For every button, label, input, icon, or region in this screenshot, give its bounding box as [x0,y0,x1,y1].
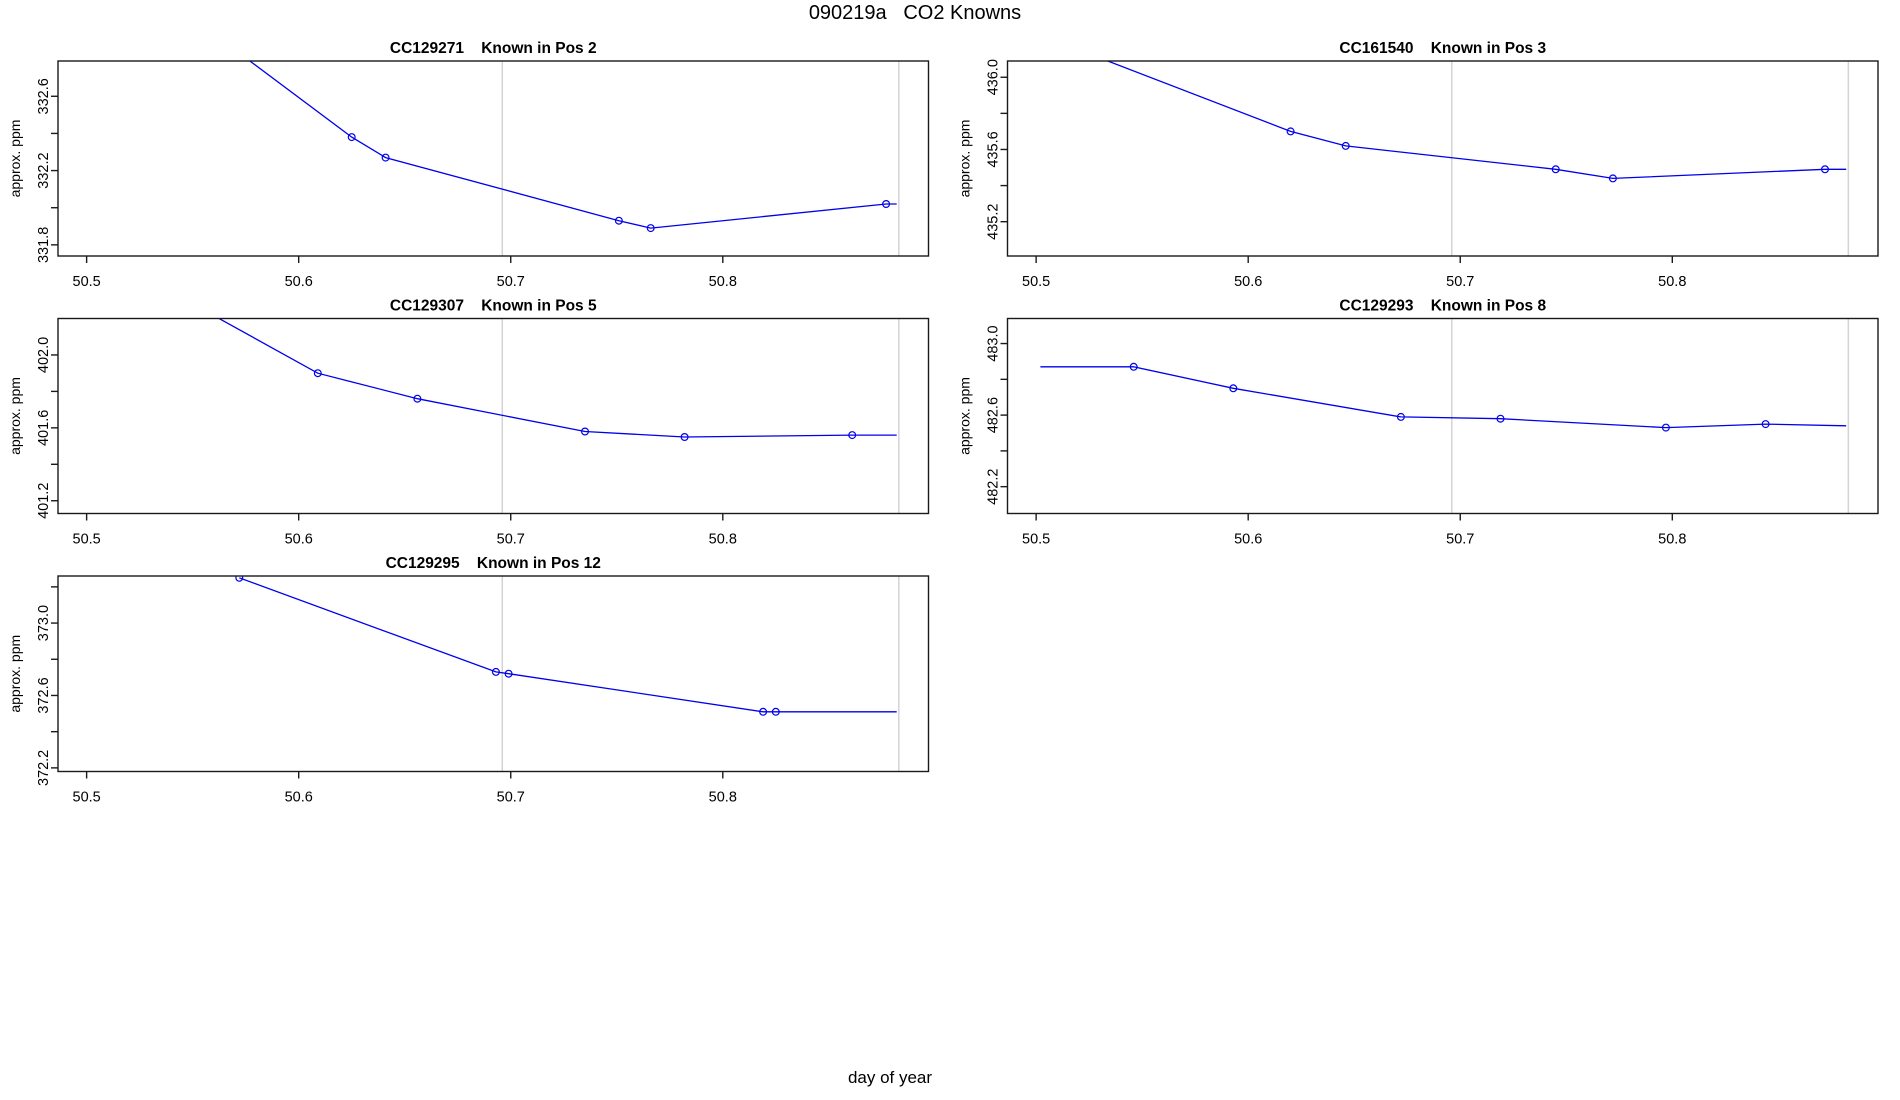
x-tick-label: 50.5 [73,274,101,290]
y-axis-label: approx. ppm [7,377,23,455]
x-tick-label: 50.5 [1022,274,1050,290]
y-tick-label: 435.6 [986,131,1002,167]
x-tick-label: 50.5 [73,532,101,548]
y-tick-label: 401.6 [36,410,52,446]
data-point-marker [347,133,356,142]
y-tick-label: 331.8 [36,227,52,263]
x-tick-label: 50.7 [497,790,525,806]
x-tick-label: 50.5 [73,790,101,806]
plot-box [57,60,930,257]
data-point-marker [848,431,857,440]
plot-title-CC129307: CC129307 Known in Pos 5 [390,298,597,315]
data-point-marker [1129,362,1138,371]
figure-main-title: 090219a CO2 Knowns [808,2,1022,24]
data-point-marker [614,216,623,225]
data-point-marker [1661,423,1670,432]
plot-box [57,575,930,773]
x-tick-label: 50.6 [1234,532,1262,548]
y-tick-label: 483.0 [986,325,1002,361]
data-point-marker [1341,141,1350,150]
data-point-marker [680,433,689,442]
y-tick-label: 482.6 [986,397,1002,433]
data-point-marker [580,427,589,436]
x-tick-label: 50.7 [1446,532,1474,548]
x-tick-label: 50.8 [709,532,737,548]
plot-panel-CC161540: 50.5 50.6 50.7 50.8 435.2 435.6 436.0 approx. p… [957,40,1879,290]
plot-panel-CC129307: 50.5 50.6 50.7 50.8 401.2 401.6 402.0 approx. p… [7,298,930,548]
data-point-marker [1608,174,1617,183]
data-point-marker [413,394,422,403]
plot-title-CC129295: CC129295 Known in Pos 12 [386,555,601,572]
data-point-marker [1229,384,1238,393]
data-point-marker [504,669,513,678]
data-point-marker [1551,165,1560,174]
data-point-marker [1496,414,1505,423]
plot-panel-CC129271: 50.5 50.6 50.7 50.8 331.8 332.2 332.6 approx. p… [7,40,930,290]
x-tick-label: 50.8 [709,274,737,290]
x-tick-label: 50.6 [285,790,313,806]
plot-box [57,317,930,515]
x-tick-label: 50.7 [1446,274,1474,290]
data-line [1040,366,1847,429]
data-line [217,318,897,438]
x-tick-label: 50.6 [1234,274,1262,290]
y-tick-label: 373.0 [36,605,52,641]
y-tick-label: 372.6 [36,677,52,713]
data-line [239,577,897,713]
data-point-marker [759,707,768,716]
data-point-marker [882,200,891,209]
y-tick-label: 401.2 [36,483,52,519]
x-tick-label: 50.6 [285,532,313,548]
plot-box [1006,317,1879,515]
plot-title-CC129293: CC129293 Known in Pos 8 [1339,298,1546,315]
x-tick-label: 50.5 [1022,532,1050,548]
y-axis-label: approx. ppm [957,120,973,198]
data-point-marker [313,369,322,378]
plot-box [1006,60,1879,257]
x-tick-label: 50.6 [285,274,313,290]
data-line [248,61,897,229]
plot-panel-CC129293: 50.5 50.6 50.7 50.8 482.2 482.6 483.0 approx. p… [957,298,1879,548]
y-tick-label: 332.2 [36,152,52,188]
x-tick-label: 50.8 [1658,532,1686,548]
data-point-marker [1761,420,1770,429]
data-point-marker [646,224,655,233]
data-point-marker [1396,412,1405,421]
data-point-marker [235,576,244,582]
data-point-marker [491,667,500,676]
y-tick-label: 372.2 [36,750,52,786]
data-point-marker [1286,127,1295,136]
plot-title-CC129271: CC129271 Known in Pos 2 [390,40,597,57]
plot-panel-CC129295: 50.5 50.6 50.7 50.8 372.2 372.6 373.0 approx. p… [7,555,930,806]
x-axis-outer-label: day of year [847,1068,933,1087]
x-tick-label: 50.7 [497,274,525,290]
x-tick-label: 50.7 [497,532,525,548]
y-tick-label: 482.2 [986,469,1002,505]
y-tick-label: 435.2 [986,204,1002,240]
data-point-marker [771,707,780,716]
y-tick-label: 436.0 [986,59,1002,95]
y-tick-label: 332.6 [36,78,52,114]
x-tick-label: 50.8 [1658,274,1686,290]
y-axis-label: approx. ppm [957,377,973,455]
y-axis-label: approx. ppm [7,120,23,198]
data-line [1105,61,1847,180]
data-point-marker [1820,165,1829,174]
y-axis-label: approx. ppm [7,635,23,713]
x-tick-label: 50.8 [709,790,737,806]
data-point-marker [381,153,390,162]
y-tick-label: 402.0 [36,337,52,373]
plot-title-CC161540: CC161540 Known in Pos 3 [1339,40,1546,57]
